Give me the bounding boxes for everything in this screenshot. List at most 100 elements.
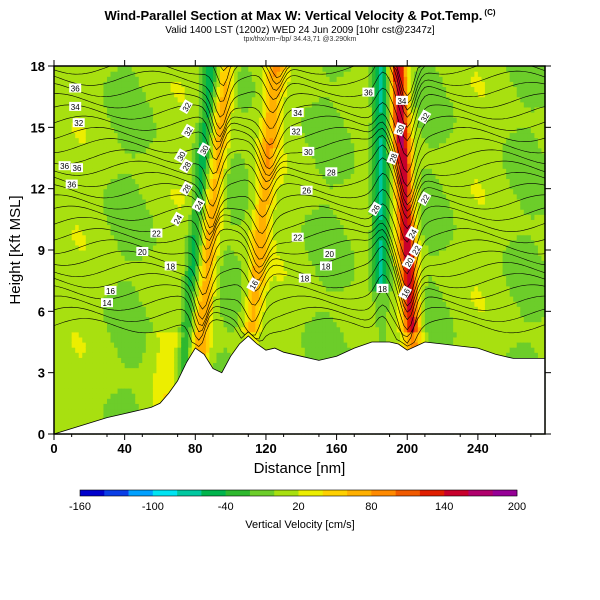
field-cell [191, 66, 196, 72]
field-cell [220, 122, 225, 128]
field-cell [191, 234, 196, 241]
field-cell [174, 178, 179, 185]
field-cell [294, 275, 299, 282]
field-cell [290, 66, 295, 72]
field-cell [78, 398, 83, 404]
field-cell [205, 336, 211, 343]
field-cell [280, 219, 285, 226]
field-cell [114, 336, 119, 343]
field-cell [184, 142, 189, 149]
field-cell [138, 214, 143, 220]
field-cell [230, 326, 235, 333]
field-cell [212, 336, 218, 343]
field-cell [124, 137, 129, 144]
field-cell [68, 357, 73, 364]
field-cell [149, 209, 154, 215]
field-cell [89, 178, 94, 185]
field-cell [64, 311, 69, 318]
field-cell [135, 163, 140, 169]
field-cell [99, 377, 105, 384]
field-cell [99, 152, 105, 159]
field-cell [174, 316, 179, 323]
field-cell [78, 377, 83, 384]
field-cell [248, 275, 253, 282]
field-cell [248, 76, 253, 82]
field-cell [241, 214, 246, 220]
field-cell [159, 347, 165, 353]
field-cell [96, 270, 101, 277]
field-cell [220, 198, 225, 205]
field-cell [152, 372, 158, 379]
field-cell [142, 214, 147, 220]
field-cell [71, 209, 76, 215]
field-cell [117, 209, 122, 215]
field-cell [230, 193, 235, 200]
field-cell [280, 76, 285, 82]
field-cell [294, 260, 299, 266]
field-cell [156, 357, 161, 364]
field-cell [265, 173, 271, 180]
field-cell [89, 316, 94, 323]
field-cell [216, 367, 221, 374]
field-cell [234, 270, 239, 277]
field-cell [145, 357, 150, 364]
field-cell [82, 224, 87, 231]
field-cell [262, 91, 267, 98]
field-cell [167, 142, 172, 149]
field-cell [142, 96, 147, 103]
field-cell [177, 311, 182, 318]
field-cell [82, 367, 87, 374]
field-cell [258, 316, 264, 323]
field-cell [117, 158, 122, 164]
field-cell [212, 352, 218, 358]
field-cell [89, 209, 94, 215]
field-cell [209, 265, 214, 272]
field-cell [223, 275, 228, 282]
field-cell [103, 214, 108, 220]
field-cell [124, 112, 129, 118]
field-cell [283, 290, 288, 297]
field-cell [216, 81, 221, 88]
field-cell [163, 290, 168, 297]
field-cell [248, 137, 253, 144]
field-cell [149, 86, 154, 93]
field-cell [121, 275, 126, 282]
field-cell [57, 147, 62, 154]
field-cell [237, 234, 242, 241]
field-cell [121, 142, 126, 149]
field-cell [110, 101, 115, 108]
field-cell [85, 408, 90, 415]
field-cell [198, 260, 203, 266]
field-cell [92, 413, 97, 420]
field-cell [184, 280, 189, 287]
field-cell [195, 152, 200, 159]
field-cell [198, 122, 203, 128]
field-cell [114, 352, 119, 358]
field-cell [241, 158, 246, 164]
field-cell [177, 280, 182, 287]
field-cell [152, 163, 158, 169]
field-cell [57, 188, 62, 195]
field-cell [75, 132, 80, 139]
field-cell [280, 137, 285, 144]
field-cell [89, 81, 94, 88]
field-cell [152, 158, 158, 164]
field-cell [138, 296, 143, 302]
field-cell [131, 403, 136, 410]
field-cell [103, 209, 108, 215]
field-cell [177, 352, 182, 358]
field-cell [106, 188, 112, 195]
field-cell [64, 280, 69, 287]
field-cell [181, 296, 186, 302]
field-cell [121, 91, 126, 98]
field-cell [212, 265, 218, 272]
field-cell [167, 270, 172, 277]
field-cell [138, 326, 143, 333]
field-cell [269, 260, 274, 266]
field-cell [177, 367, 182, 374]
field-cell [142, 178, 147, 185]
field-cell [248, 132, 253, 139]
field-cell [85, 377, 90, 384]
field-cell [78, 244, 83, 251]
field-cell [244, 301, 249, 307]
